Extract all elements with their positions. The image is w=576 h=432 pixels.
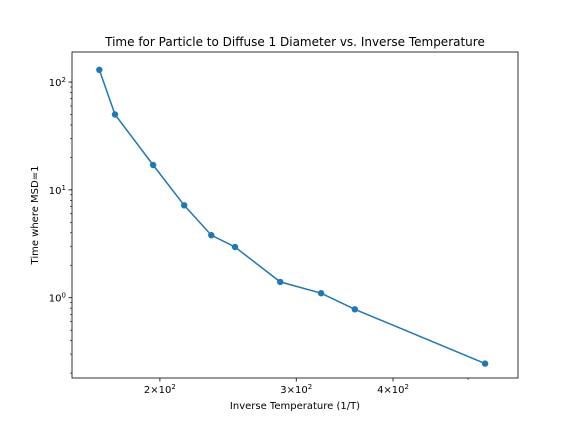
data-point [112, 111, 118, 117]
chart-title: Time for Particle to Diffuse 1 Diameter … [104, 35, 485, 49]
data-point [318, 290, 324, 296]
data-point [181, 202, 187, 208]
data-point [352, 306, 358, 312]
x-tick-label: 2×102 [144, 383, 176, 396]
data-point [208, 232, 214, 238]
data-point [150, 162, 156, 168]
data-point [277, 279, 283, 285]
data-point [96, 67, 102, 73]
x-axis-label: Inverse Temperature (1/T) [230, 401, 360, 412]
x-tick-label: 3×102 [280, 383, 312, 396]
x-tick-label: 4×102 [377, 383, 409, 396]
y-axis-label: Time where MSD=1 [30, 166, 41, 266]
data-point [232, 244, 238, 250]
data-point [482, 360, 488, 366]
